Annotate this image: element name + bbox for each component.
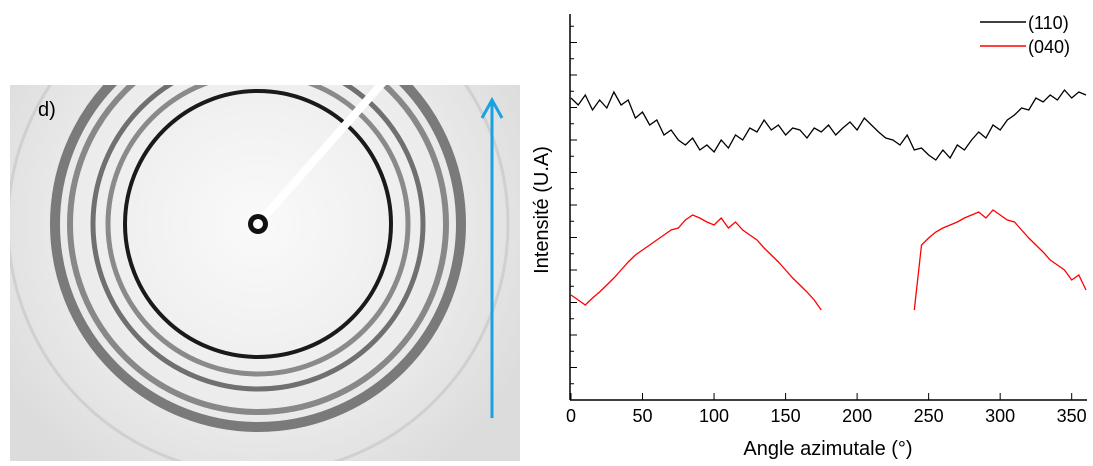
- x-tick-label: 50: [633, 406, 653, 426]
- x-tick-label: 150: [771, 406, 801, 426]
- data-line: [570, 209, 1087, 311]
- x-tick-label: 0: [566, 406, 576, 426]
- legend-label: (040): [1028, 37, 1070, 57]
- x-tick-label: 300: [985, 406, 1015, 426]
- x-tick-label: 250: [914, 406, 944, 426]
- data-line: [570, 88, 1087, 161]
- diffraction-image: [10, 85, 520, 461]
- y-axis-title: Intensité (U.A): [531, 146, 553, 274]
- panel-label: d): [38, 99, 56, 121]
- legend-label: (110): [1028, 13, 1069, 33]
- x-tick-label: 100: [699, 406, 729, 426]
- x-tick-label: 200: [842, 406, 872, 426]
- x-axis-title: Angle azimutale (°): [743, 438, 912, 460]
- x-tick-label: 350: [1057, 406, 1087, 426]
